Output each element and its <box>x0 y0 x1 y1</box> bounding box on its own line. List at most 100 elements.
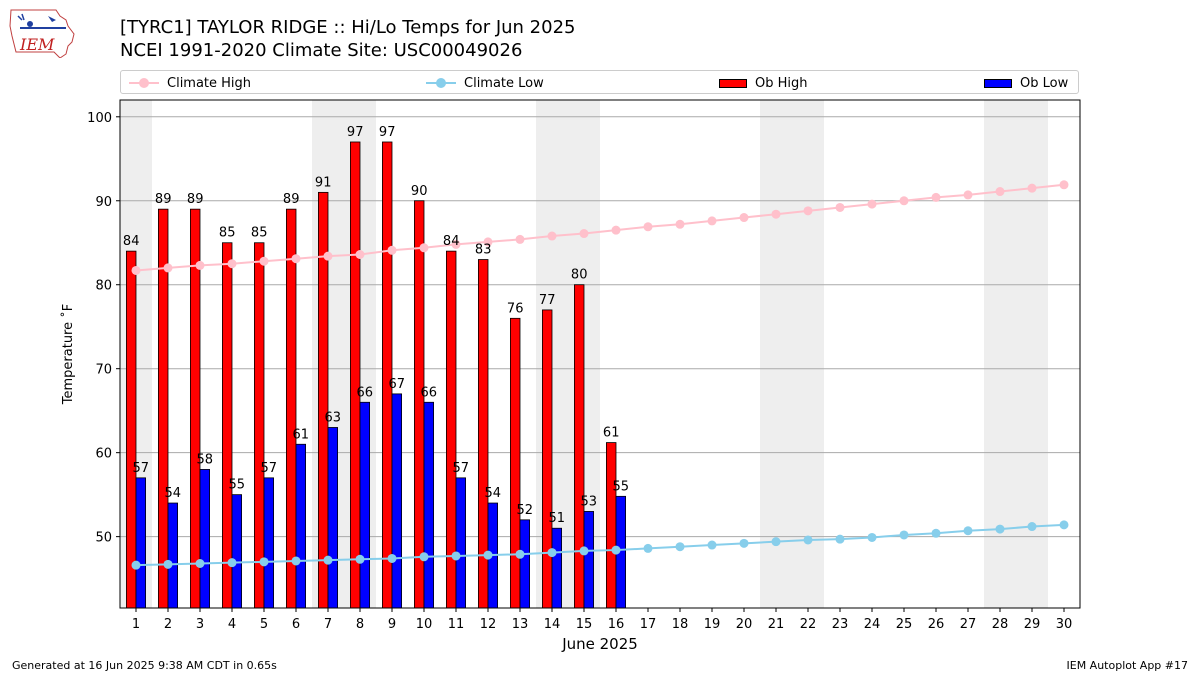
x-tick-label-26: 26 <box>928 617 945 632</box>
ob-high-bar-15 <box>574 284 585 609</box>
climate-low-point-3 <box>195 558 205 568</box>
ob-low-label-16: 55 <box>613 479 630 494</box>
climate-high-point-27 <box>963 190 973 200</box>
weekend-band-4 <box>760 100 824 608</box>
footer-app: IEM Autoplot App #17 <box>1066 659 1189 672</box>
climate-high-swatch <box>129 78 159 88</box>
climate-low-point-26 <box>931 528 941 538</box>
ob-high-bar-1 <box>126 250 137 609</box>
ob-high-label-16: 61 <box>603 426 620 441</box>
x-tick-label-3: 3 <box>196 617 204 632</box>
x-tick-label-27: 27 <box>960 617 977 632</box>
footer-generated: Generated at 16 Jun 2025 9:38 AM CDT in … <box>12 659 277 672</box>
climate-high-point-17 <box>643 222 653 232</box>
bar-labels: 84 89 89 85 85 89 91 97 97 90 84 83 76 77 80 61 57 54 58 55… <box>123 125 629 526</box>
climate-low-point-28 <box>995 524 1005 534</box>
x-tick-label-10: 10 <box>416 617 433 632</box>
ob-high-label-9: 97 <box>379 125 396 140</box>
x-tick-label-28: 28 <box>992 617 1009 632</box>
y-tick-label-100: 100 <box>87 111 112 126</box>
climate-low-point-5 <box>259 557 269 567</box>
climate-low-point-4 <box>227 558 237 568</box>
ob-low-bar-15 <box>583 511 595 609</box>
x-tick-label-22: 22 <box>800 617 817 632</box>
ob-high-label-4: 85 <box>219 226 236 241</box>
ob-high-label-2: 89 <box>155 192 172 207</box>
climate-high-point-8 <box>355 249 365 259</box>
climate-high-point-29 <box>1027 183 1037 193</box>
ob-low-label-5: 57 <box>261 461 278 476</box>
ob-low-bar-13 <box>519 519 531 609</box>
ob-high-bar-14 <box>542 309 553 609</box>
x-tick-label-16: 16 <box>608 617 625 632</box>
climate-low-point-13 <box>515 549 525 559</box>
ob-low-label-6: 61 <box>293 427 310 442</box>
chart-title: [TYRC1] TAYLOR RIDGE :: Hi/Lo Temps for … <box>120 17 576 38</box>
climate-low-point-30 <box>1059 520 1069 530</box>
climate-low-point-18 <box>675 542 685 552</box>
ob-high-bar-6 <box>285 208 297 609</box>
climate-high-point-12 <box>483 237 493 247</box>
ob-low-label-4: 55 <box>229 478 246 493</box>
ob-high-bar-5 <box>253 242 265 609</box>
ob-low-label-9: 67 <box>389 377 406 392</box>
climate-low-point-1 <box>131 560 141 570</box>
ob-high-label-12: 83 <box>475 243 492 258</box>
ob-low-bar-11 <box>455 477 467 609</box>
climate-low-point-10 <box>419 552 429 562</box>
y-tick-label-50: 50 <box>95 531 112 546</box>
ob-high-bar-10 <box>413 200 425 609</box>
ob-high-swatch <box>719 78 747 88</box>
x-tick-label-25: 25 <box>896 617 913 632</box>
legend-label-ob-high: Ob High <box>755 75 808 91</box>
ob-low-label-2: 54 <box>165 486 182 501</box>
ob-low-label-13: 52 <box>517 503 534 518</box>
climate-low-point-23 <box>835 534 845 544</box>
climate-high-point-16 <box>611 225 621 235</box>
legend-label-climate-high: Climate High <box>167 75 252 91</box>
ob-high-bar-16 <box>606 442 617 609</box>
climate-high-point-6 <box>291 254 301 264</box>
ob-high-label-10: 90 <box>411 184 428 199</box>
ob-low-label-3: 58 <box>197 452 214 467</box>
chart-subtitle: NCEI 1991-2020 Climate Site: USC00049026 <box>120 40 523 61</box>
climate-low-line <box>135 523 1065 567</box>
logo-text: IEM <box>19 35 55 54</box>
climate-high-point-7 <box>323 251 333 261</box>
ob-low-label-10: 66 <box>421 385 438 400</box>
climate-low-point-22 <box>803 535 813 545</box>
x-tick-label-14: 14 <box>544 617 561 632</box>
x-tick-label-18: 18 <box>672 617 689 632</box>
ob-low-bar-3 <box>199 469 211 609</box>
ob-low-swatch <box>984 78 1012 88</box>
climate-low-point-25 <box>899 530 909 540</box>
ob-high-label-5: 85 <box>251 226 268 241</box>
climate-high-point-2 <box>163 263 173 273</box>
x-tick-label-21: 21 <box>768 617 785 632</box>
ob-high-label-7: 91 <box>315 175 332 190</box>
x-tick-label-24: 24 <box>864 617 881 632</box>
x-tick-label-1: 1 <box>132 617 140 632</box>
ob-high-bar-8 <box>349 141 361 609</box>
x-tick-label-4: 4 <box>228 617 236 632</box>
climate-high-point-1 <box>131 265 141 275</box>
climate-low-point-12 <box>483 550 493 560</box>
climate-high-point-9 <box>387 245 397 255</box>
x-tick-label-20: 20 <box>736 617 753 632</box>
x-tick-label-5: 5 <box>260 617 268 632</box>
plot-frame <box>119 99 1081 609</box>
climate-high-point-25 <box>899 196 909 206</box>
ob-low-bar-7 <box>327 427 339 609</box>
x-tick-label-19: 19 <box>704 617 721 632</box>
climate-low-point-27 <box>963 526 973 536</box>
ob-high-label-13: 76 <box>507 301 524 316</box>
ob-low-bar-6 <box>295 443 307 609</box>
climate-low-point-17 <box>643 543 653 553</box>
climate-low-point-21 <box>771 537 781 547</box>
x-tick-label-9: 9 <box>388 617 396 632</box>
legend-item-climate-high: Climate High <box>129 74 251 92</box>
climate-low-point-6 <box>291 556 301 566</box>
x-tick-label-8: 8 <box>356 617 364 632</box>
ob-high-label-11: 84 <box>443 234 460 249</box>
